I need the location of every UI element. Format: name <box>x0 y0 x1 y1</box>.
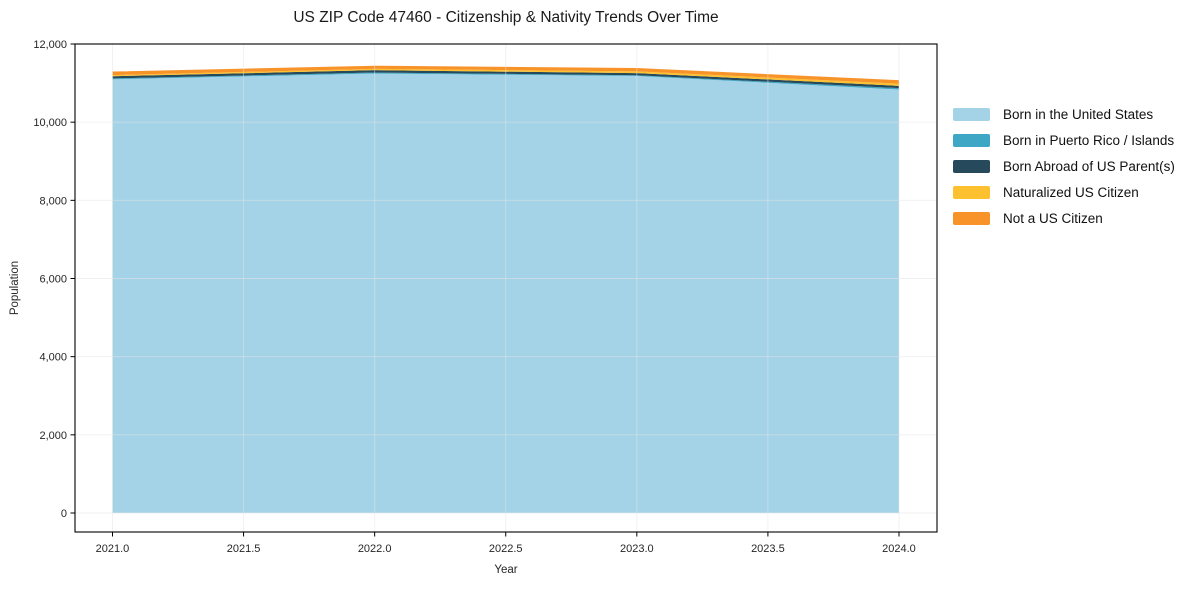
y-tick-label: 2,000 <box>39 430 67 442</box>
legend-swatch <box>953 107 990 121</box>
legend-item-label: Naturalized US Citizen <box>1003 184 1139 200</box>
x-tick-label: 2022.0 <box>358 543 392 555</box>
y-tick-label: 12,000 <box>33 39 67 51</box>
legend-item: Born in the United States <box>953 101 1175 127</box>
x-tick-label: 2023.5 <box>751 543 785 555</box>
legend-item-label: Born in the United States <box>1003 106 1154 122</box>
legend-item: Naturalized US Citizen <box>953 179 1175 205</box>
y-tick-label: 8,000 <box>39 195 67 207</box>
area-series-4 <box>112 65 899 84</box>
chart-title: US ZIP Code 47460 - Citizenship & Nativi… <box>293 9 719 26</box>
legend-item: Born Abroad of US Parent(s) <box>953 153 1175 179</box>
area-series-3 <box>112 68 899 86</box>
legend-swatch <box>953 159 990 173</box>
legend-swatch <box>953 133 990 147</box>
x-tick-label: 2021.0 <box>96 543 130 555</box>
x-tick-label: 2021.5 <box>227 543 261 555</box>
y-tick-label: 6,000 <box>39 274 67 286</box>
legend-item-label: Born in Puerto Rico / Islands <box>1003 132 1175 148</box>
legend-item-label: Not a US Citizen <box>1003 210 1103 226</box>
y-tick-label: 10,000 <box>33 117 67 129</box>
legend-item-label: Born Abroad of US Parent(s) <box>1003 158 1175 174</box>
y-axis-label: Population <box>9 260 21 316</box>
x-axis-label: Year <box>494 564 518 576</box>
x-tick-label: 2023.0 <box>620 543 654 555</box>
area-series-1 <box>112 72 899 90</box>
y-tick-label: 4,000 <box>39 352 67 364</box>
legend-item: Not a US Citizen <box>953 205 1175 231</box>
y-tick-label: 0 <box>61 508 67 520</box>
x-tick-label: 2024.0 <box>882 543 916 555</box>
legend-swatch <box>953 185 990 199</box>
x-tick-label: 2022.5 <box>489 543 523 555</box>
legend-item: Born in Puerto Rico / Islands <box>953 127 1175 153</box>
legend-swatch <box>953 211 990 225</box>
legend: Born in the United States Born in Puerto… <box>953 101 1175 231</box>
